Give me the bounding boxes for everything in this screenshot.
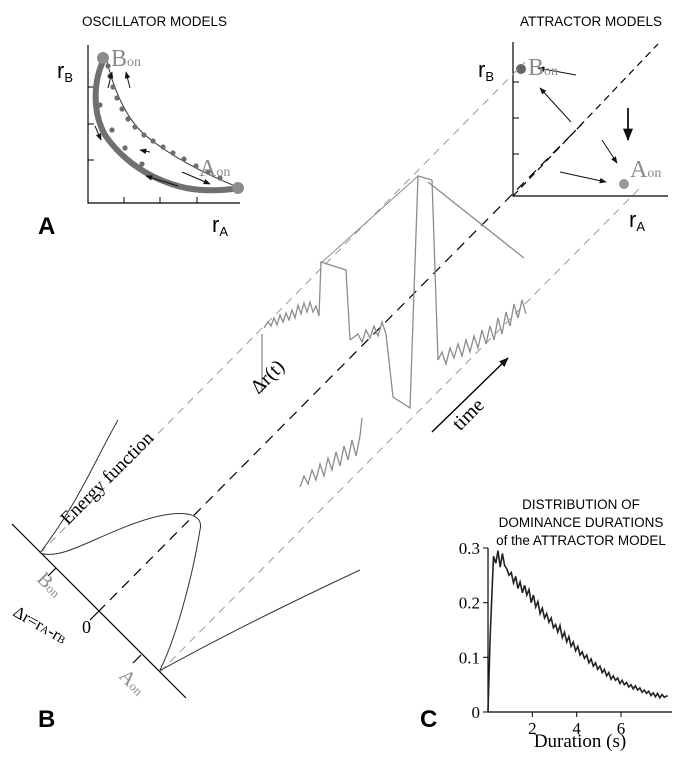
panel-a-title: OSCILLATOR MODELS (82, 14, 227, 29)
delta-r-trace (261, 175, 527, 488)
oscillator-flow-arrows (94, 71, 211, 187)
panel-a-x-label: rA (212, 212, 228, 239)
zero-diagonal (97, 123, 583, 613)
projection-lines (39, 61, 641, 673)
arrow-right-icon (559, 171, 607, 184)
trace-envelope-upper (319, 175, 419, 265)
x-tick-label: 6 (617, 719, 626, 738)
panel-b: Δr(t) time Energy function Bon 0 Aon Δr=… (10, 61, 641, 733)
panel-a-a-on: Aon (199, 156, 230, 182)
chart-x-axis-label: Duration (s) (534, 731, 626, 752)
energy-curve-left-wall (39, 419, 119, 554)
c-title-line-1: DISTRIBUTION OF (522, 497, 640, 512)
oscillator-a-on-point (232, 182, 244, 194)
y-tick-label: 0.2 (459, 594, 480, 613)
panel-a-axes (87, 45, 240, 204)
oscillator-b-on-point (97, 52, 109, 64)
arrow-left-icon (145, 175, 179, 187)
arrow-down-icon (94, 125, 102, 141)
x-tick-label: 4 (572, 719, 581, 738)
arrow-up-left-icon (539, 87, 572, 123)
attractor-b-on-point (516, 64, 526, 74)
x-tick-label: 2 (528, 719, 537, 738)
attractor-b-on: Bon (528, 55, 558, 81)
chart-series (487, 550, 668, 713)
c-title-line-3: of the ATTRACTOR MODEL (496, 533, 666, 548)
panel-a: OSCILLATOR MODELS rB rA Bon (38, 14, 244, 240)
arrow-down-right-icon (601, 139, 618, 164)
delta-r-axis-label: Δr=rA-rB (10, 602, 70, 648)
arrow-left-icon (139, 148, 151, 154)
panel-a-letter: A (38, 213, 55, 240)
arrow-left-icon (537, 66, 577, 76)
arrow-up-icon (107, 71, 114, 89)
attractor-x-label: rA (629, 207, 645, 234)
arrow-up-icon (124, 71, 131, 89)
attractor-a-on: Aon (630, 157, 661, 183)
energy-axis-ticks (47, 567, 142, 664)
panel-attractor: ATTRACTOR MODELS rB rA Bon Aon (478, 14, 668, 234)
y-tick-label: 0.1 (459, 648, 480, 667)
attractor-ticks (513, 81, 519, 155)
time-label: time (448, 394, 489, 435)
trace-top-run (427, 181, 525, 259)
attractor-title: ATTRACTOR MODELS (520, 14, 662, 29)
a-on-label: Aon (114, 665, 149, 700)
trace-a-segment-1 (349, 319, 387, 344)
delta-r-t-label: Δr(t) (246, 356, 289, 399)
oscillator-limit-cycle (92, 54, 243, 194)
y-tick-label: 0 (472, 703, 481, 722)
time-arrow (431, 357, 509, 433)
zero-label: 0 (82, 617, 91, 637)
energy-function-label: Energy function (57, 427, 159, 529)
panel-a-y-label: rB (57, 58, 73, 85)
panel-c: DISTRIBUTION OF DOMINANCE DURATIONS of t… (420, 497, 672, 752)
trace-transition-2 (385, 175, 433, 410)
panel-a-ticks (88, 86, 198, 203)
panel-a-b-on: Bon (111, 46, 141, 72)
arrow-right-icon (181, 171, 211, 185)
y-tick-label: 0.3 (459, 539, 480, 558)
panel-c-letter: C (420, 706, 437, 733)
trace-transition-1 (318, 261, 351, 341)
energy-curve (39, 513, 361, 671)
trace-a-segment-2 (431, 179, 527, 367)
duration-distribution-line (487, 550, 668, 713)
chart-ticks: 0 0.1 0.2 0.3 2 4 6 (459, 539, 626, 738)
attractor-a-on-point (619, 179, 629, 189)
panel-b-letter: B (38, 706, 55, 733)
c-title-line-2: DOMINANCE DURATIONS (499, 515, 664, 530)
attractor-flow-arrows (537, 66, 634, 184)
trace-a-segment-lower (299, 417, 363, 488)
trace-b-segment-1 (263, 299, 320, 329)
attractor-y-label: rB (478, 57, 494, 84)
